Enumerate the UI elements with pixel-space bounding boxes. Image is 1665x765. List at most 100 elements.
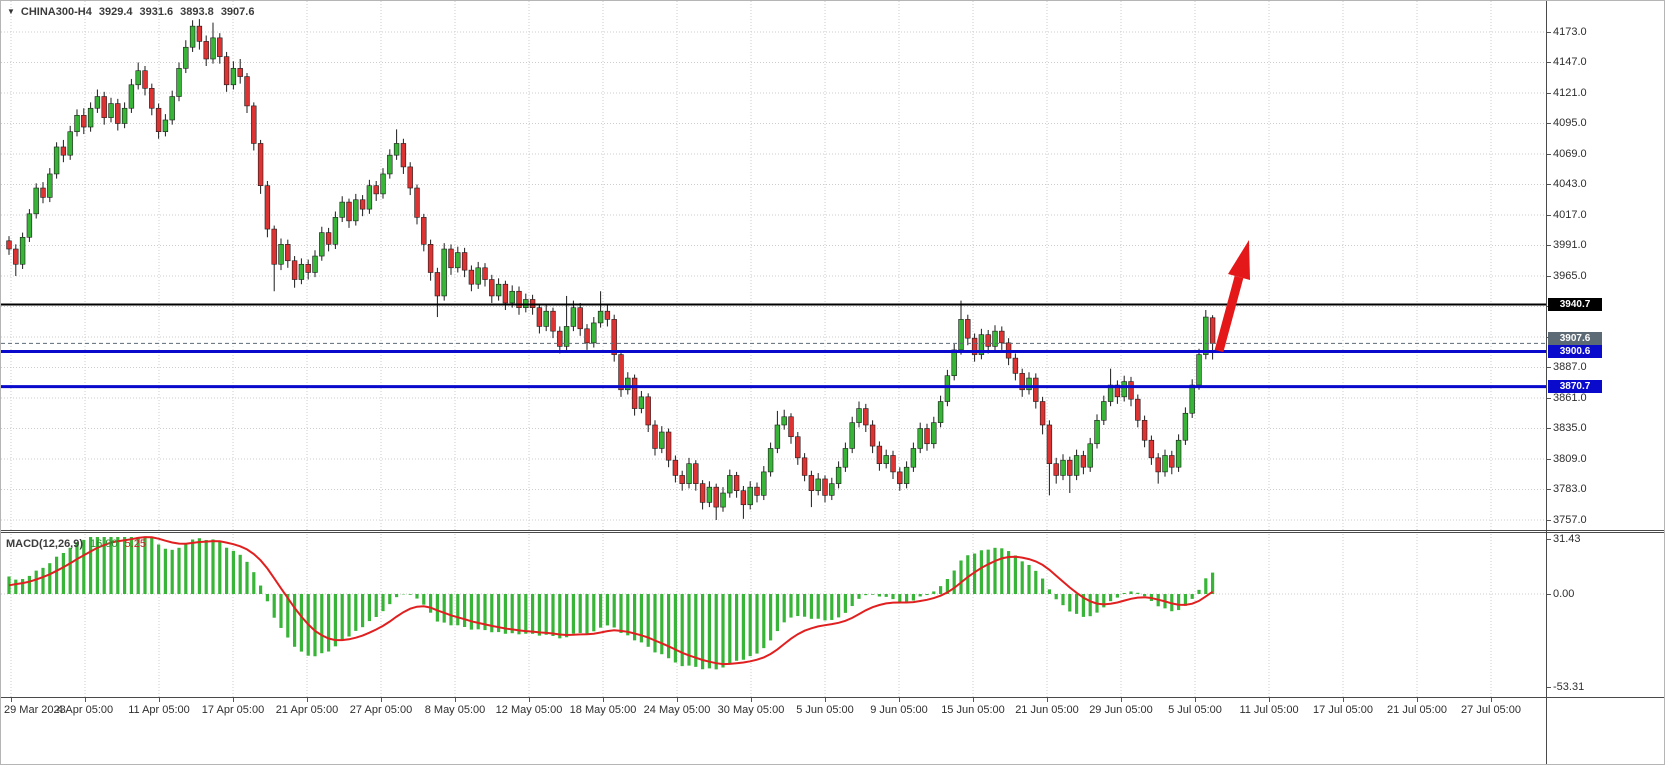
bear-candle bbox=[223, 56, 230, 86]
price-axis-label: 3783.0 bbox=[1553, 483, 1587, 495]
price-axis-label: 4017.0 bbox=[1553, 208, 1587, 221]
bear-candle bbox=[740, 490, 747, 506]
bear-candle bbox=[1053, 463, 1059, 476]
time-axis-label: 29 Jun 05:00 bbox=[1089, 704, 1153, 716]
bear-candle bbox=[965, 319, 971, 339]
bull-candle bbox=[931, 422, 937, 445]
bull-candle bbox=[1121, 381, 1127, 398]
bull-candle bbox=[1073, 455, 1080, 476]
bear-candle bbox=[1046, 424, 1053, 464]
bull-candle bbox=[319, 232, 325, 257]
time-axis-label: 24 May 05:00 bbox=[643, 704, 711, 716]
macd-indicator-pane[interactable] bbox=[1, 534, 1547, 697]
bull-candle bbox=[625, 377, 631, 391]
bear-candle bbox=[203, 41, 209, 60]
bear-candle bbox=[713, 486, 719, 508]
time-axis-tick bbox=[602, 698, 604, 702]
bull-candle bbox=[33, 187, 39, 215]
price-axis-label: 4173.0 bbox=[1553, 25, 1587, 38]
bear-candle bbox=[407, 166, 413, 189]
bear-candle bbox=[516, 290, 522, 308]
price-axis-tick bbox=[1547, 519, 1551, 521]
bear-candle bbox=[557, 330, 563, 347]
bear-candle bbox=[693, 463, 699, 484]
bear-candle bbox=[6, 240, 12, 250]
bear-candle bbox=[115, 103, 121, 124]
ohlc-low: 3893.8 bbox=[180, 6, 214, 18]
bull-candle bbox=[1094, 419, 1100, 445]
bull-candle bbox=[380, 173, 386, 195]
bull-candle bbox=[94, 96, 101, 109]
bull-candle bbox=[747, 486, 753, 506]
bull-candle bbox=[829, 483, 835, 496]
bull-candle bbox=[53, 146, 60, 175]
price-badge: 3940.7 bbox=[1548, 298, 1602, 311]
bull-candle bbox=[121, 107, 128, 124]
price-chart-pane[interactable] bbox=[1, 1, 1547, 530]
bull-candle bbox=[332, 217, 339, 245]
bear-candle bbox=[1148, 439, 1155, 459]
bull-candle bbox=[1101, 401, 1107, 421]
bull-candle bbox=[978, 334, 985, 355]
bear-candle bbox=[604, 310, 611, 320]
time-axis-label: 21 Jun 05:00 bbox=[1015, 704, 1079, 716]
bull-candle bbox=[176, 68, 182, 97]
bull-candle bbox=[1182, 412, 1189, 441]
price-axis-label: 3861.0 bbox=[1553, 391, 1587, 404]
pane-splitter[interactable] bbox=[1, 530, 1664, 533]
bear-candle bbox=[550, 310, 556, 332]
price-axis-label: 4121.0 bbox=[1553, 86, 1587, 99]
time-axis-label: 4 Apr 05:00 bbox=[56, 704, 114, 716]
bear-candle bbox=[155, 107, 162, 133]
time-axis-label: 11 Apr 05:00 bbox=[128, 704, 190, 716]
ohlc-open: 3929.4 bbox=[98, 6, 133, 18]
price-axis-label: 4069.0 bbox=[1553, 147, 1587, 160]
bear-candle bbox=[618, 354, 624, 391]
price-badge: 3900.6 bbox=[1548, 345, 1602, 359]
macd-axis-label: -53.31 bbox=[1553, 680, 1585, 693]
bull-candle bbox=[1087, 443, 1093, 468]
price-axis-label: 3809.0 bbox=[1553, 452, 1587, 465]
symbol-dropdown-icon[interactable]: ▼ bbox=[7, 7, 15, 16]
bull-candle bbox=[1175, 439, 1182, 468]
time-axis-tick bbox=[972, 698, 974, 702]
price-axis-label: 4095.0 bbox=[1553, 117, 1587, 129]
time-axis[interactable]: 29 Mar 2023 4 Apr 05:00 11 Apr 05:00 17 Apr… bbox=[1, 698, 1664, 738]
time-axis-label: 8 May 05:00 bbox=[424, 704, 486, 716]
bull-candle bbox=[230, 68, 237, 86]
bear-candle bbox=[244, 76, 250, 107]
macd-axis-tick bbox=[1547, 593, 1551, 595]
bear-candle bbox=[1128, 381, 1134, 400]
bull-candle bbox=[509, 290, 515, 304]
time-axis-label: 21 Jul 05:00 bbox=[1387, 704, 1447, 716]
bear-candle bbox=[536, 307, 543, 327]
time-axis-tick bbox=[1120, 698, 1122, 702]
time-axis-tick bbox=[898, 698, 900, 702]
bear-candle bbox=[1135, 398, 1141, 421]
price-axis-tick bbox=[1547, 397, 1551, 399]
bear-candle bbox=[733, 475, 740, 491]
bear-candle bbox=[971, 337, 978, 355]
bull-candle bbox=[1107, 384, 1114, 402]
buy-arrow-head[interactable] bbox=[1228, 240, 1250, 280]
macd-indicator-label: MACD(12,26,9) 16.90 5.25 bbox=[6, 538, 153, 550]
buy-arrow-shaft[interactable] bbox=[1214, 275, 1244, 353]
bear-candle bbox=[795, 436, 801, 459]
bear-candle bbox=[1155, 457, 1161, 473]
bull-candle bbox=[128, 84, 135, 109]
bear-candle bbox=[577, 307, 583, 330]
macd-signal-line bbox=[8, 536, 1214, 666]
time-axis-tick bbox=[676, 698, 678, 702]
time-axis-label: 27 Apr 05:00 bbox=[349, 704, 413, 716]
bull-candle bbox=[937, 401, 944, 423]
bull-candle bbox=[47, 173, 53, 198]
price-axis[interactable]: 4173.0 4147.0 4121.0 4095.0 4069.0 4043.0 4017… bbox=[1546, 1, 1664, 764]
bear-candle bbox=[1114, 384, 1121, 398]
bull-candle bbox=[135, 70, 141, 86]
candlestick-series bbox=[6, 19, 1216, 520]
bear-candle bbox=[1209, 317, 1216, 344]
time-axis-tick bbox=[306, 698, 308, 702]
time-axis-tick bbox=[10, 698, 12, 702]
bull-candle bbox=[387, 154, 393, 175]
